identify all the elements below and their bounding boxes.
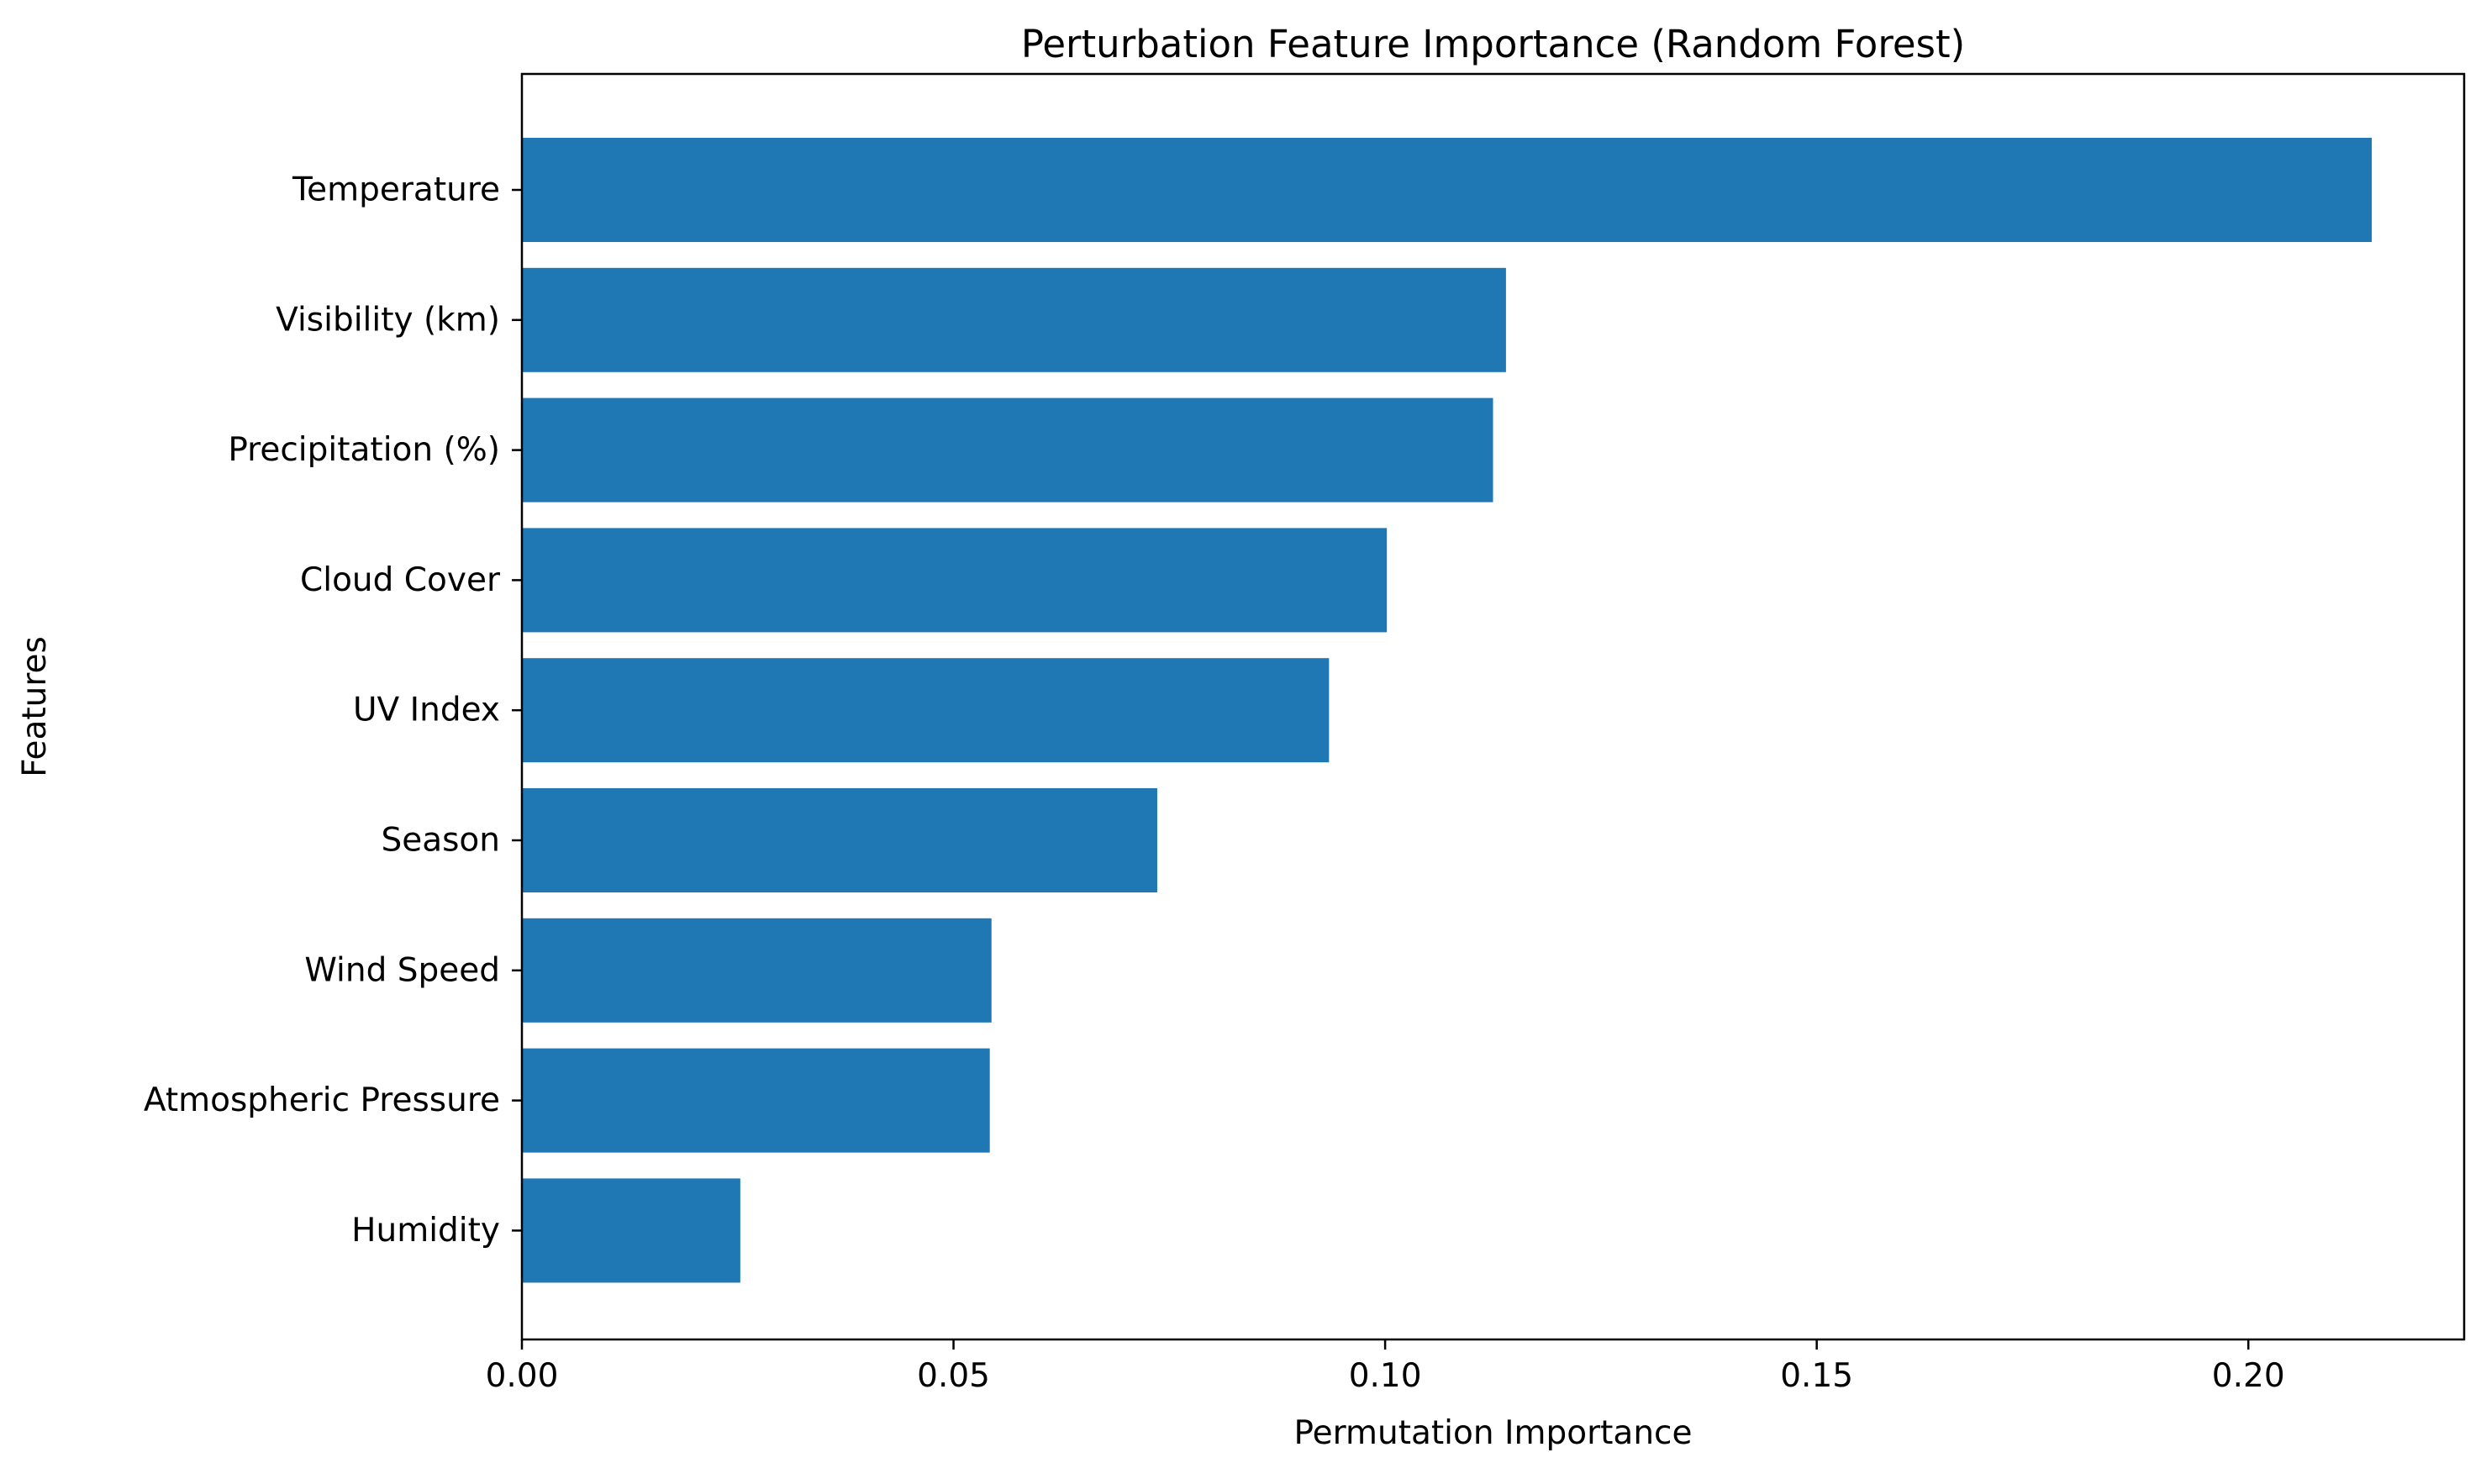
y-tick-label-wind-speed: Wind Speed [304,951,500,989]
y-tick-label-visibility-km: Visibility (km) [276,301,500,339]
bar-humidity [522,1178,740,1283]
bar-wind-speed [522,918,992,1023]
x-tick-label: 0.15 [1780,1357,1853,1395]
x-tick-label: 0.05 [917,1357,990,1395]
y-tick-label-uv-index: UV Index [353,692,500,729]
y-tick-label-season: Season [381,822,500,860]
bar-atmospheric-pressure [522,1048,990,1153]
bar-cloud-cover [522,528,1388,633]
y-tick-label-humidity: Humidity [351,1212,500,1250]
x-tick-label: 0.00 [486,1357,559,1395]
chart-title: Perturbation Feature Importance (Random … [1021,22,1965,66]
y-tick-label-cloud-cover: Cloud Cover [300,561,501,599]
x-tick-label: 0.20 [2212,1357,2285,1395]
bar-precipitation [522,397,1493,503]
bars-group [522,138,2373,1283]
x-tick-label: 0.10 [1349,1357,1422,1395]
bar-uv-index [522,658,1330,763]
x-axis-label: Permutation Importance [1294,1414,1693,1452]
y-tick-label-precipitation: Precipitation (%) [228,431,500,469]
bar-temperature [522,138,2373,242]
bar-visibility-km [522,267,1506,372]
y-axis-ticks: Temperature Visibility (km) Precipitation … [144,171,522,1250]
x-axis-ticks: 0.00 0.05 0.10 0.15 0.20 [486,1339,2285,1395]
y-axis-label: Features [16,636,54,777]
bar-season [522,788,1157,892]
y-tick-label-atmospheric-pressure: Atmospheric Pressure [144,1081,500,1119]
y-tick-label-temperature: Temperature [292,171,500,209]
plot-frame [520,72,2466,1341]
